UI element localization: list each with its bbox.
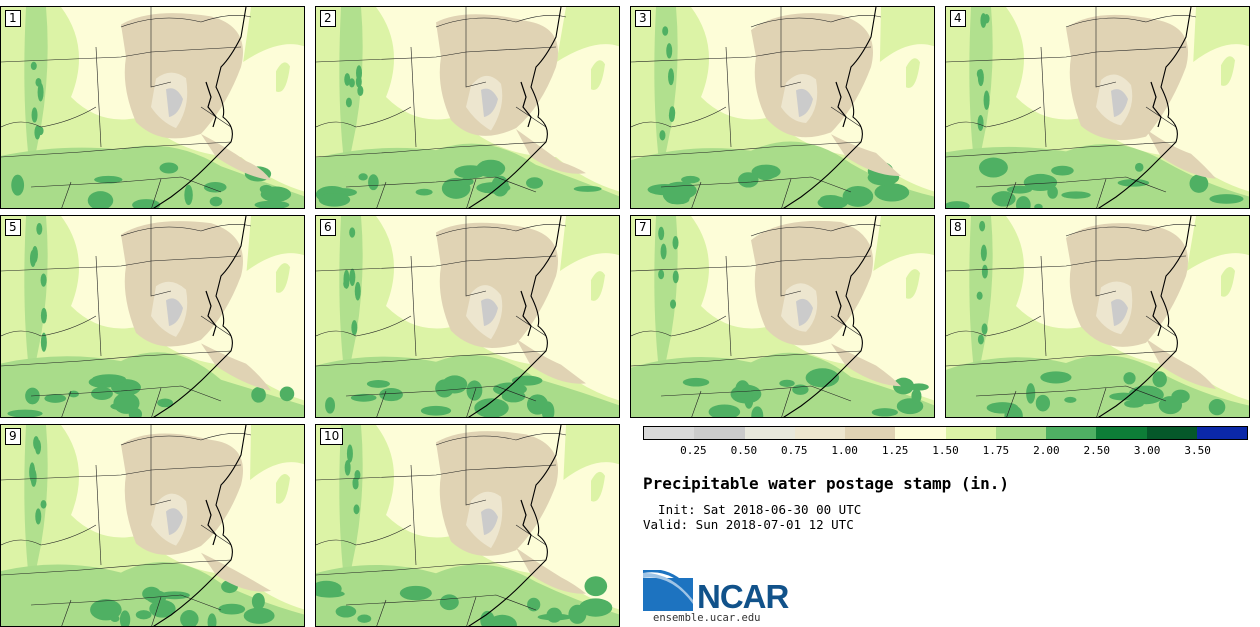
legend-swatch [794, 427, 845, 439]
member-map-panel: 4 [945, 6, 1250, 209]
member-number-label: 9 [5, 428, 21, 445]
legend-swatch [1196, 427, 1247, 439]
member-map-panel: 6 [315, 215, 620, 418]
logo-url: ensemble.ucar.edu [653, 612, 761, 624]
precip-field-map [1, 425, 304, 626]
member-map-panel: 1 [0, 6, 305, 209]
init-time: Init: Sat 2018-06-30 00 UTC [643, 502, 862, 517]
legend-tick-label: 2.00 [1033, 444, 1060, 457]
member-number-label: 4 [950, 10, 966, 27]
member-number-label: 10 [320, 428, 344, 445]
member-map-panel: 2 [315, 6, 620, 209]
legend-swatch [744, 427, 795, 439]
precip-field-map [1, 216, 304, 417]
member-map-panel: 3 [630, 6, 935, 209]
member-number-label: 3 [635, 10, 651, 27]
legend-swatch [945, 427, 996, 439]
member-map-panel: 10 [315, 424, 620, 627]
ncar-logo-text: NCAR [697, 578, 789, 615]
legend-tick-label: 1.00 [831, 444, 858, 457]
member-map-panel: 8 [945, 215, 1250, 418]
legend-swatch [694, 427, 745, 439]
legend-tick-label: 1.50 [932, 444, 959, 457]
legend-swatch [644, 427, 695, 439]
precip-field-map [1, 7, 304, 208]
precip-field-map [631, 216, 934, 417]
legend-tick-label: 1.25 [881, 444, 909, 457]
precip-field-map [946, 7, 1249, 208]
legend-tick-label: 2.50 [1083, 444, 1111, 457]
member-number-label: 8 [950, 219, 966, 236]
legend-tick-label: 3.00 [1133, 444, 1161, 457]
plot-title: Precipitable water postage stamp (in.) [643, 474, 1010, 493]
legend-tick-label: 0.50 [730, 444, 758, 457]
valid-time: Valid: Sun 2018-07-01 12 UTC [643, 517, 854, 532]
precip-field-map [946, 216, 1249, 417]
legend-swatch [845, 427, 896, 439]
legend-tick-label: 3.50 [1184, 444, 1211, 457]
color-legend [643, 426, 1248, 440]
member-map-panel: 7 [630, 215, 935, 418]
precip-field-map [316, 216, 619, 417]
legend-swatch [995, 427, 1046, 439]
member-map-panel: 9 [0, 424, 305, 627]
legend-tick-label: 0.25 [680, 444, 707, 457]
precip-field-map [316, 425, 619, 626]
legend-swatch [1146, 427, 1197, 439]
legend-swatch [895, 427, 946, 439]
ncar-logo-icon [643, 570, 693, 611]
member-number-label: 2 [320, 10, 336, 27]
precip-field-map [631, 7, 934, 208]
member-number-label: 7 [635, 219, 651, 236]
member-map-panel: 5 [0, 215, 305, 418]
precip-field-map [316, 7, 619, 208]
member-number-label: 6 [320, 219, 336, 236]
legend-tick-label: 1.75 [982, 444, 1010, 457]
legend-ticks: 0.25 0.50 0.75 1.00 1.25 1.50 1.75 2.00 2.50 3.00… [643, 444, 1248, 458]
legend-swatch [1096, 427, 1147, 439]
legend-swatch [1046, 427, 1097, 439]
legend-tick-label: 0.75 [781, 444, 808, 457]
member-number-label: 5 [5, 219, 21, 236]
member-number-label: 1 [5, 10, 21, 27]
